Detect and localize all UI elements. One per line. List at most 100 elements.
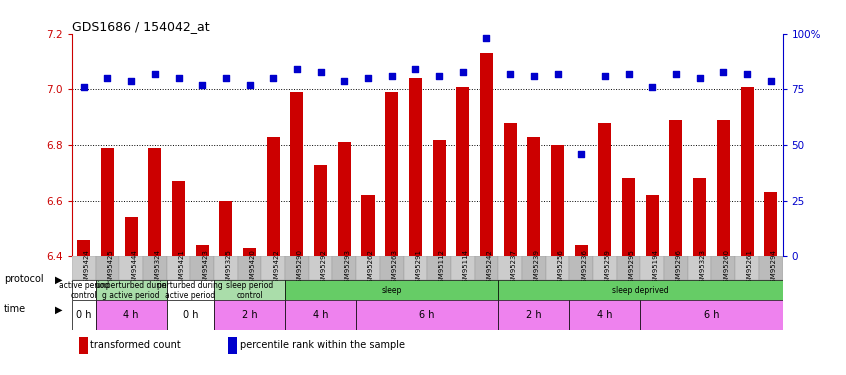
- Bar: [72, 256, 96, 280]
- Text: GSM95290: GSM95290: [297, 249, 303, 287]
- Bar: [717, 120, 730, 256]
- Bar: [475, 256, 498, 280]
- Bar: [314, 165, 327, 256]
- Point: [172, 75, 185, 81]
- Bar: [124, 217, 138, 256]
- Text: GSM95444: GSM95444: [131, 249, 137, 287]
- Bar: [380, 256, 404, 280]
- Text: unperturbed durin
g active period: unperturbed durin g active period: [96, 280, 167, 300]
- Bar: [546, 256, 569, 280]
- Bar: [693, 178, 706, 256]
- Text: 2 h: 2 h: [526, 310, 541, 320]
- Text: GSM95259: GSM95259: [605, 249, 611, 287]
- Bar: [96, 280, 167, 300]
- Bar: [96, 300, 167, 330]
- Bar: [569, 256, 593, 280]
- Point: [574, 151, 588, 157]
- Point: [101, 75, 114, 81]
- Bar: [427, 256, 451, 280]
- Text: 2 h: 2 h: [242, 310, 257, 320]
- Point: [740, 71, 754, 77]
- Bar: [522, 256, 546, 280]
- Text: GSM95424: GSM95424: [84, 249, 90, 287]
- Bar: [451, 256, 475, 280]
- Bar: [285, 280, 498, 300]
- Point: [77, 84, 91, 90]
- Text: 4 h: 4 h: [597, 310, 613, 320]
- Bar: [285, 256, 309, 280]
- Text: GSM95423: GSM95423: [202, 249, 208, 287]
- Bar: [167, 280, 214, 300]
- Bar: [143, 256, 167, 280]
- Bar: [503, 123, 517, 256]
- Bar: [167, 300, 214, 330]
- Bar: [598, 123, 612, 256]
- Text: 6 h: 6 h: [420, 310, 435, 320]
- Bar: [764, 192, 777, 256]
- Bar: [735, 256, 759, 280]
- Text: GSM95236: GSM95236: [581, 249, 587, 287]
- Bar: [759, 256, 783, 280]
- Text: GSM95262: GSM95262: [368, 249, 374, 287]
- Point: [243, 82, 256, 88]
- Bar: [219, 201, 233, 256]
- Bar: [77, 240, 91, 256]
- Bar: [409, 78, 422, 256]
- Bar: [551, 145, 564, 256]
- Text: GSM95295: GSM95295: [629, 249, 634, 287]
- Point: [693, 75, 706, 81]
- Bar: [214, 300, 285, 330]
- Text: 4 h: 4 h: [313, 310, 328, 320]
- Bar: [172, 181, 185, 256]
- Text: GSM95422: GSM95422: [273, 249, 279, 287]
- Text: transformed count: transformed count: [91, 340, 181, 350]
- Text: GDS1686 / 154042_at: GDS1686 / 154042_at: [72, 20, 210, 33]
- Bar: [527, 137, 541, 256]
- Point: [669, 71, 683, 77]
- Bar: [356, 300, 498, 330]
- Bar: [285, 300, 356, 330]
- Bar: [498, 300, 569, 330]
- Text: GSM95260: GSM95260: [723, 249, 729, 287]
- Bar: [740, 87, 754, 256]
- Bar: [243, 248, 256, 256]
- Point: [314, 69, 327, 75]
- Bar: [266, 137, 280, 256]
- Point: [361, 75, 375, 81]
- Bar: [569, 300, 640, 330]
- Text: GSM95242: GSM95242: [486, 249, 492, 287]
- Text: sleep: sleep: [382, 286, 402, 295]
- Bar: [79, 337, 87, 354]
- Bar: [498, 280, 783, 300]
- Point: [409, 66, 422, 72]
- Bar: [356, 256, 380, 280]
- Bar: [72, 300, 96, 330]
- Bar: [72, 280, 96, 300]
- Text: GSM95114: GSM95114: [463, 249, 469, 287]
- Point: [338, 78, 351, 84]
- Point: [622, 71, 635, 77]
- Bar: [214, 280, 285, 300]
- Text: ▶: ▶: [55, 304, 63, 314]
- Point: [527, 73, 541, 79]
- Bar: [456, 87, 470, 256]
- Text: GSM95294: GSM95294: [771, 249, 777, 287]
- Point: [195, 82, 209, 88]
- Bar: [261, 256, 285, 280]
- Text: 6 h: 6 h: [704, 310, 719, 320]
- Point: [432, 73, 446, 79]
- Text: GSM95323: GSM95323: [700, 249, 706, 287]
- Bar: [404, 256, 427, 280]
- Point: [456, 69, 470, 75]
- Text: GSM95239: GSM95239: [534, 249, 540, 287]
- Text: GSM95325: GSM95325: [226, 249, 232, 287]
- Bar: [214, 256, 238, 280]
- Text: time: time: [4, 304, 26, 314]
- Text: active period
control: active period control: [58, 280, 109, 300]
- Text: GSM95296: GSM95296: [676, 249, 682, 287]
- Point: [717, 69, 730, 75]
- Text: 0 h: 0 h: [183, 310, 198, 320]
- Bar: [290, 92, 304, 256]
- Text: GSM95291: GSM95291: [415, 249, 421, 287]
- Text: GSM95293: GSM95293: [344, 249, 350, 287]
